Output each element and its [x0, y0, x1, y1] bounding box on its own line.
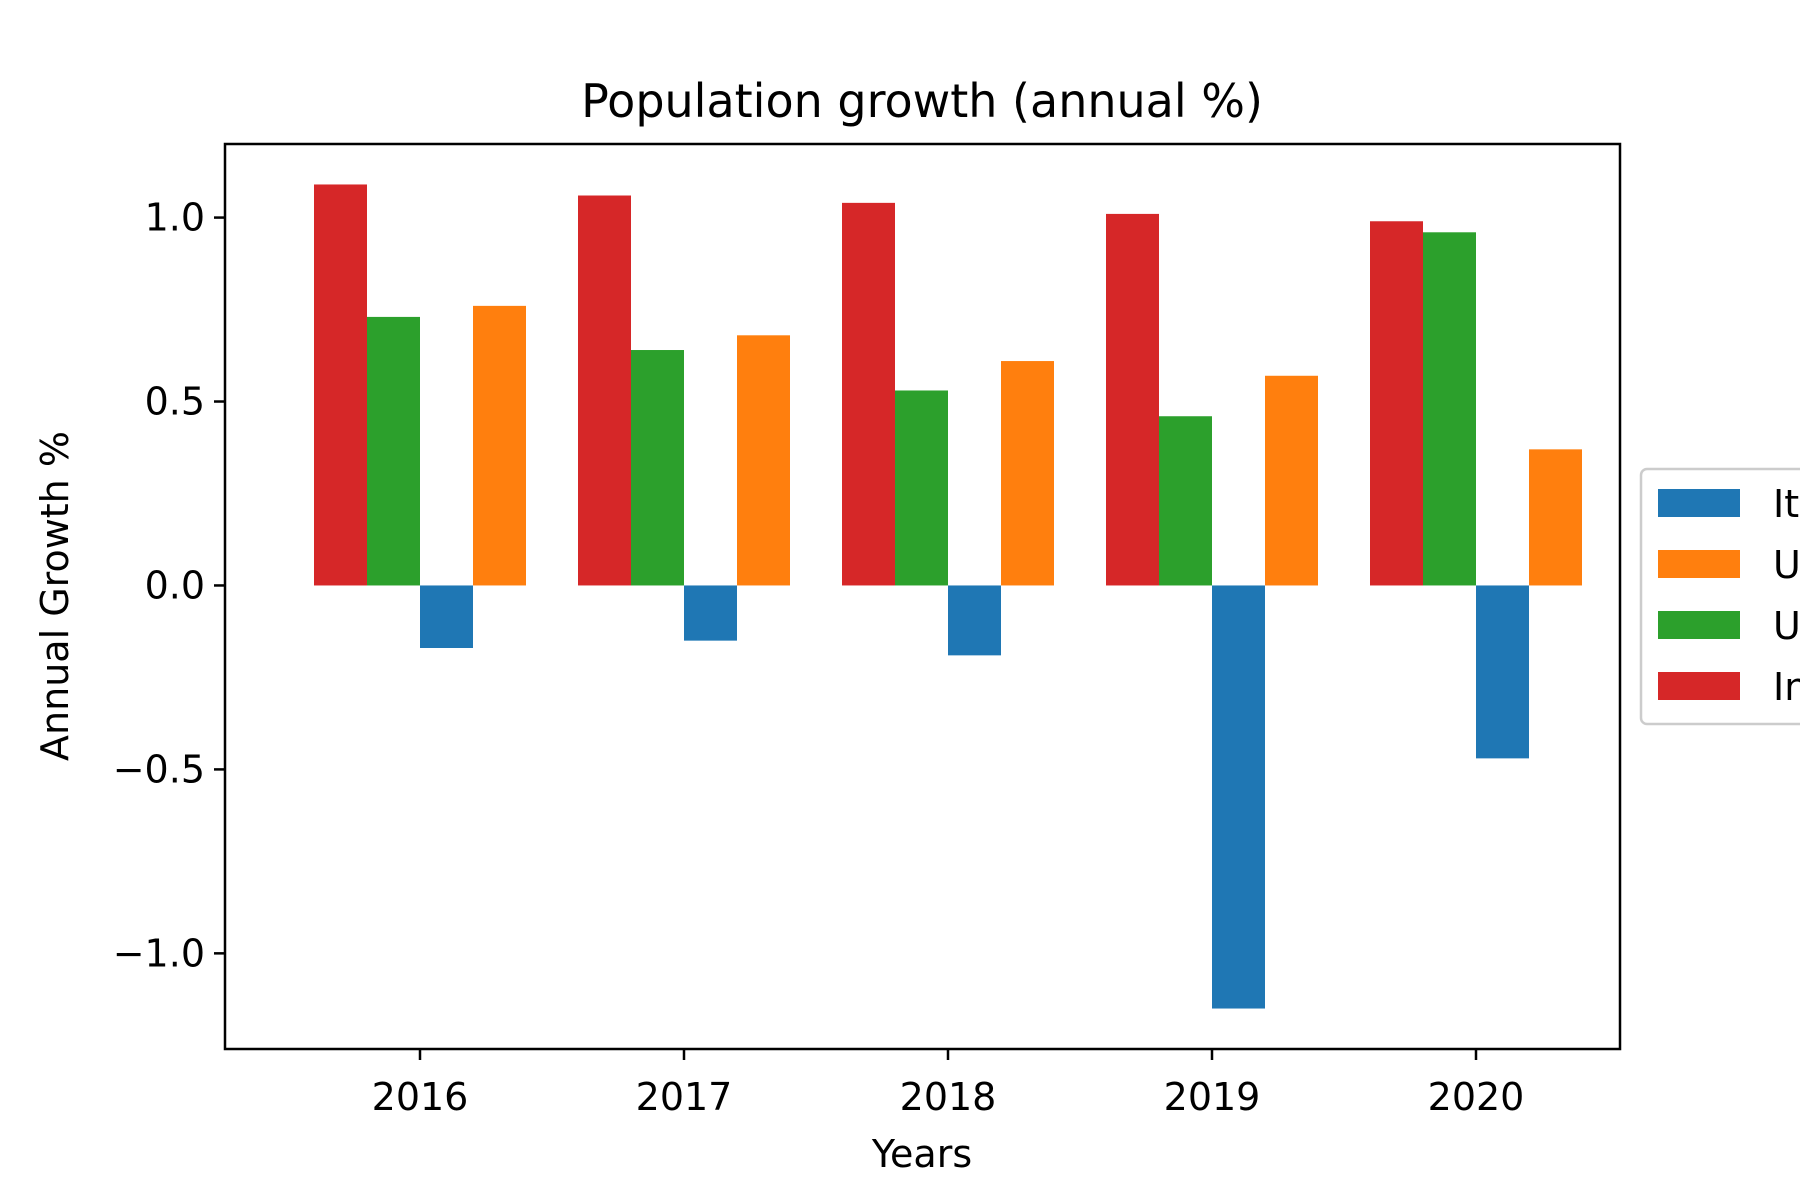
bar-series0-2020: [1476, 585, 1529, 759]
y-axis-label: Annual Growth %: [33, 431, 77, 761]
bar-series0-2017: [684, 585, 737, 641]
y-tick-label: 0.0: [145, 563, 205, 607]
legend-swatch: [1658, 550, 1740, 578]
x-tick-label: 2019: [1164, 1075, 1261, 1119]
bar-series2-2018: [895, 390, 948, 586]
x-tick-label: 2016: [372, 1075, 469, 1119]
x-tick-label: 2018: [900, 1075, 997, 1119]
bar-series0-2016: [420, 585, 473, 648]
y-tick-label: 1.0: [145, 196, 205, 240]
bars-layer: [314, 184, 1582, 1009]
x-tick-label: 2020: [1428, 1075, 1525, 1119]
bar-series2-2019: [1159, 416, 1212, 586]
legend-label: In: [1773, 665, 1800, 709]
legend-label: U: [1773, 604, 1800, 648]
legend-swatch: [1658, 611, 1740, 639]
ticks-layer: −1.0 −0.5 0.0 0.5 1.0 2016 2017 2018 2019 2020: [113, 196, 1525, 1119]
y-tick-label: 0.5: [145, 380, 205, 424]
bar-series1-2016: [473, 305, 526, 586]
y-tick-label: −0.5: [113, 747, 205, 791]
bar-series3-2018: [842, 202, 895, 586]
bar-series3-2020: [1370, 221, 1423, 586]
bar-series1-2020: [1529, 449, 1582, 586]
x-axis-label: Years: [871, 1132, 972, 1176]
legend-label: U: [1773, 543, 1800, 587]
legend-frame: [1639, 467, 1800, 726]
bar-series2-2017: [631, 350, 684, 586]
chart-title: Population growth (annual %): [581, 74, 1263, 128]
bar-series1-2018: [1001, 361, 1054, 586]
bar-series3-2019: [1106, 213, 1159, 586]
legend: It UU In: [1639, 467, 1800, 726]
x-tick-label: 2017: [636, 1075, 733, 1119]
legend-swatch: [1658, 672, 1740, 700]
bar-series2-2020: [1423, 232, 1476, 586]
y-tick-label: −1.0: [113, 931, 205, 975]
plot-frame: [223, 142, 1622, 1051]
bar-series3-2016: [314, 184, 367, 586]
bar-series1-2019: [1265, 375, 1318, 586]
bar-series2-2016: [367, 316, 420, 586]
bar-series3-2017: [578, 195, 631, 586]
legend-label: It: [1773, 482, 1799, 526]
bar-series1-2017: [737, 335, 790, 586]
bar-series0-2019: [1212, 585, 1265, 1009]
legend-swatch: [1658, 489, 1740, 517]
bar-series0-2018: [948, 585, 1001, 656]
